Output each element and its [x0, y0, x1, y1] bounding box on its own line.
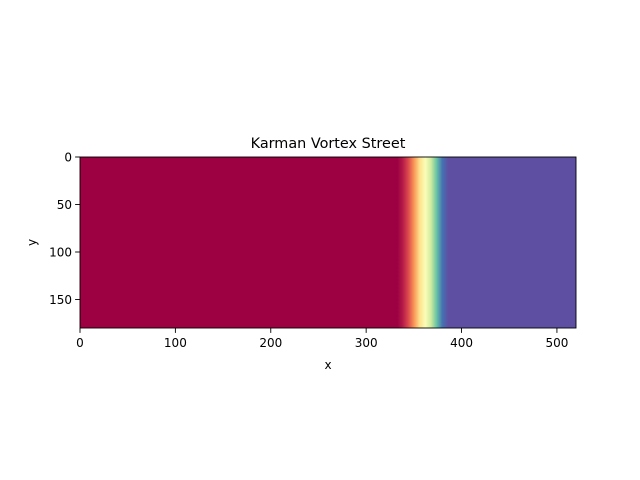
plot-frame [79, 156, 577, 329]
y-tick-label-150: 150 [49, 293, 72, 307]
x-tick-label-100: 100 [164, 336, 187, 350]
y-axis-label: y [25, 239, 39, 246]
y-tick-label-0: 0 [64, 151, 72, 165]
heatmap-field [80, 157, 576, 328]
x-tick-label-400: 400 [450, 336, 473, 350]
x-axis-label: x [324, 358, 331, 372]
x-tick-label-300: 300 [355, 336, 378, 350]
x-tick-label-0: 0 [76, 336, 84, 350]
chart-title: Karman Vortex Street [251, 136, 406, 152]
y-tick-label-50: 50 [57, 198, 72, 212]
y-axis: 0 50 100 150 [49, 151, 80, 307]
x-axis: 0 100 200 300 400 500 [76, 328, 568, 350]
y-tick-label-100: 100 [49, 246, 72, 260]
x-tick-label-200: 200 [259, 336, 282, 350]
x-tick-label-500: 500 [545, 336, 568, 350]
